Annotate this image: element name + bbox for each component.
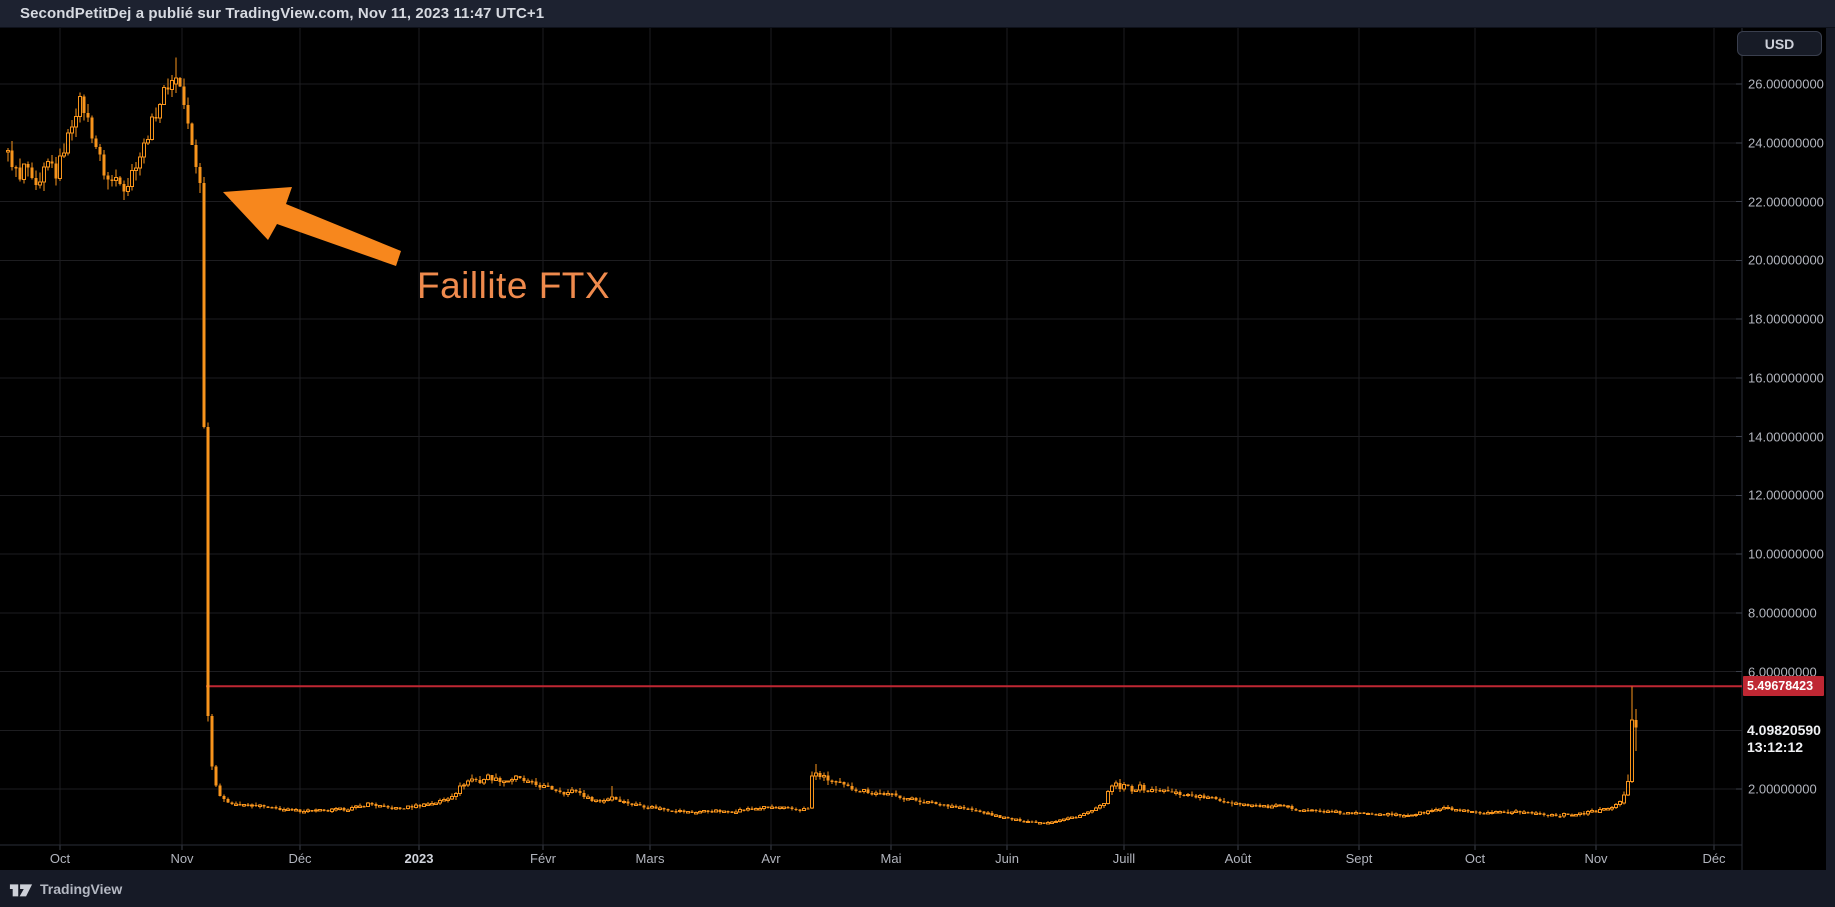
time-axis-label: Mars: [635, 851, 665, 866]
price-axis-label: 10.00000000: [1748, 546, 1824, 562]
time-axis-label: Févr: [530, 851, 556, 866]
last-price-value: 4.09820590: [1747, 722, 1821, 738]
time-axis-label: Juill: [1112, 851, 1136, 866]
price-axis-label: 2.00000000: [1748, 781, 1817, 797]
time-axis-label: Nov: [1584, 851, 1608, 866]
candlestick-series: [6, 57, 1638, 825]
annotation-arrow-icon: [223, 187, 401, 266]
price-axis-label: 16.00000000: [1748, 370, 1824, 386]
price-axis-label: 20.00000000: [1748, 252, 1824, 268]
time-axis-label: Déc: [288, 851, 312, 866]
time-axis-label: Avr: [761, 851, 781, 866]
price-axis-label: 8.00000000: [1748, 605, 1817, 621]
footer-bar: TradingView: [0, 870, 1835, 907]
time-axis-label: Sept: [1345, 851, 1373, 866]
right-edge-strip: [1826, 28, 1835, 870]
price-chart-svg[interactable]: [0, 28, 1826, 870]
attribution-bar: SecondPetitDej a publié sur TradingView.…: [0, 0, 1835, 28]
currency-toggle-button[interactable]: USD: [1737, 31, 1822, 56]
currency-toggle-label: USD: [1764, 35, 1795, 52]
tradingview-logo-icon[interactable]: [9, 880, 33, 898]
price-axis-label: 6.00000000: [1748, 664, 1817, 679]
attribution-text: SecondPetitDej a publié sur TradingView.…: [20, 5, 545, 22]
time-axis-label: 2023: [404, 851, 434, 866]
time-axis-label: Août: [1224, 851, 1252, 866]
time-axis-label: Déc: [1702, 851, 1726, 866]
faillite-ftx-annotation: Faillite FTX: [417, 265, 611, 306]
price-line-value: 5.49678423: [1747, 679, 1814, 693]
tradingview-brand-link[interactable]: TradingView: [40, 880, 123, 897]
price-axis-label: 18.00000000: [1748, 311, 1824, 327]
price-axis-label: 22.00000000: [1748, 194, 1824, 209]
last-price-block: 4.09820590 13:12:12: [1747, 722, 1821, 756]
price-axis-label: 24.00000000: [1748, 135, 1824, 151]
time-axis-label: Oct: [49, 851, 71, 866]
time-axis-label: Oct: [1464, 851, 1486, 866]
bar-close-countdown: 13:12:12: [1747, 739, 1804, 755]
time-axis-label: Mai: [880, 851, 902, 866]
chart-canvas[interactable]: Faillite FTX: [0, 28, 1826, 870]
price-axis-label: 14.00000000: [1748, 429, 1824, 444]
time-axis-label: Juin: [995, 851, 1019, 866]
time-axis-label: Nov: [170, 851, 194, 866]
price-line-value-badge: 5.49678423: [1743, 676, 1824, 696]
price-axis-label: 26.00000000: [1748, 76, 1824, 92]
price-axis-label: 12.00000000: [1748, 487, 1824, 503]
